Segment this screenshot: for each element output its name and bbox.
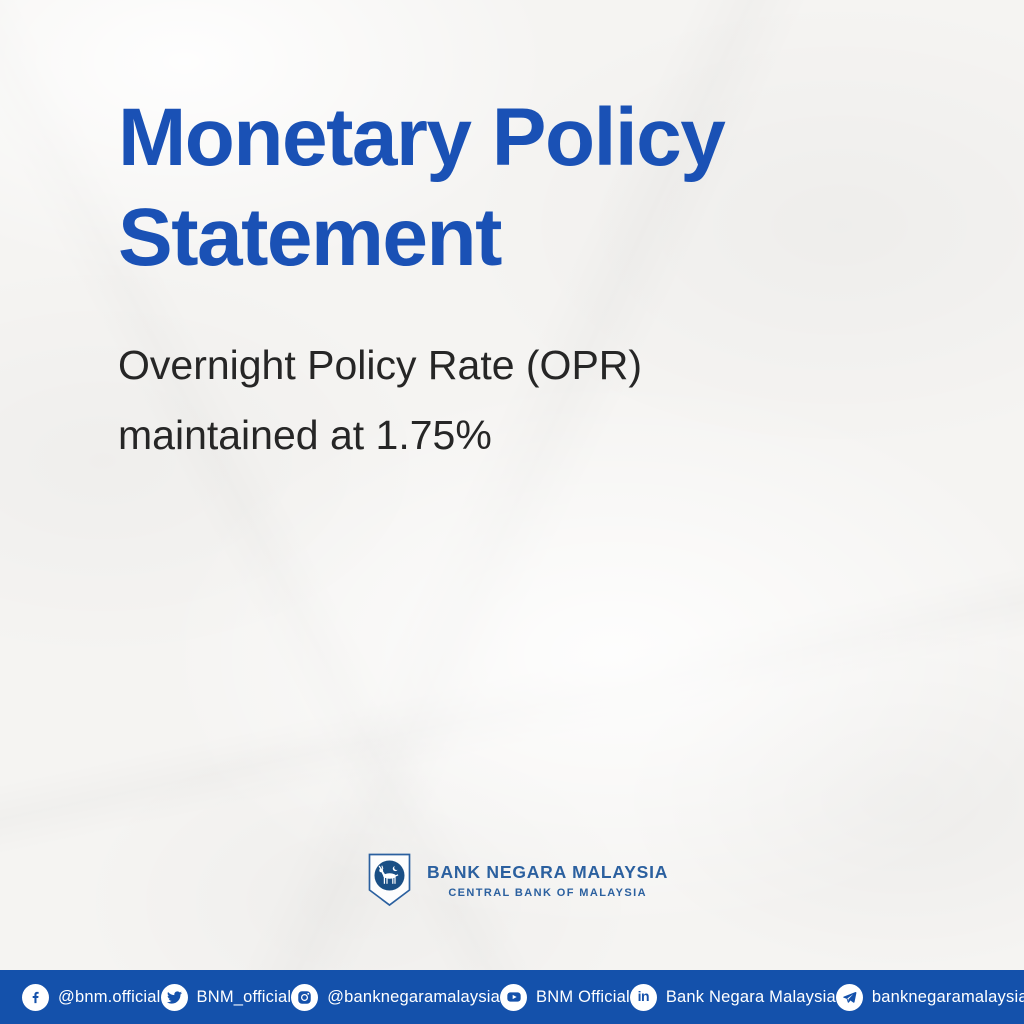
headline-line1: Monetary Policy bbox=[118, 92, 726, 183]
subheadline-line1: Overnight Policy Rate (OPR) bbox=[118, 342, 643, 388]
social-handle-twitter: BNM_official bbox=[196, 987, 292, 1006]
subheadline-line2: maintained at 1.75% bbox=[118, 412, 492, 458]
twitter-icon bbox=[160, 983, 188, 1011]
social-link-telegram[interactable]: banknegaramalaysia bbox=[835, 983, 1024, 1011]
logo-text: BANK NEGARA MALAYSIA CENTRAL BANK OF MAL… bbox=[427, 862, 668, 899]
bnm-logo: BANK NEGARA MALAYSIA CENTRAL BANK OF MAL… bbox=[367, 852, 668, 908]
social-link-instagram[interactable]: @banknegaramalaysia bbox=[291, 983, 501, 1011]
linkedin-icon: in bbox=[629, 983, 657, 1011]
social-bar: @bnm.official BNM_official @banknegarama… bbox=[0, 970, 1024, 1024]
logo-tagline: CENTRAL BANK OF MALAYSIA bbox=[448, 886, 647, 899]
social-handle-linkedin: Bank Negara Malaysia bbox=[665, 987, 836, 1006]
social-link-youtube[interactable]: BNM Official bbox=[500, 983, 630, 1011]
social-handle-instagram: @banknegaramalaysia bbox=[327, 987, 501, 1006]
instagram-icon bbox=[291, 983, 319, 1011]
kijang-shield-icon bbox=[368, 853, 411, 907]
telegram-icon bbox=[835, 983, 863, 1011]
social-link-twitter[interactable]: BNM_official bbox=[160, 983, 292, 1011]
social-handle-telegram: banknegaramalaysia bbox=[871, 987, 1024, 1006]
social-link-facebook[interactable]: @bnm.official bbox=[22, 983, 161, 1011]
headline-line2: Statement bbox=[118, 192, 502, 283]
facebook-icon bbox=[22, 983, 49, 1011]
social-link-linkedin[interactable]: in Bank Negara Malaysia bbox=[629, 983, 836, 1011]
youtube-icon bbox=[500, 983, 528, 1011]
page-title: Monetary Policy Statement bbox=[118, 88, 726, 288]
subheadline: Overnight Policy Rate (OPR) maintained a… bbox=[118, 330, 642, 470]
social-handle-youtube: BNM Official bbox=[536, 987, 630, 1006]
logo-name: BANK NEGARA MALAYSIA bbox=[427, 861, 669, 882]
social-handle-facebook: @bnm.official bbox=[58, 987, 161, 1006]
